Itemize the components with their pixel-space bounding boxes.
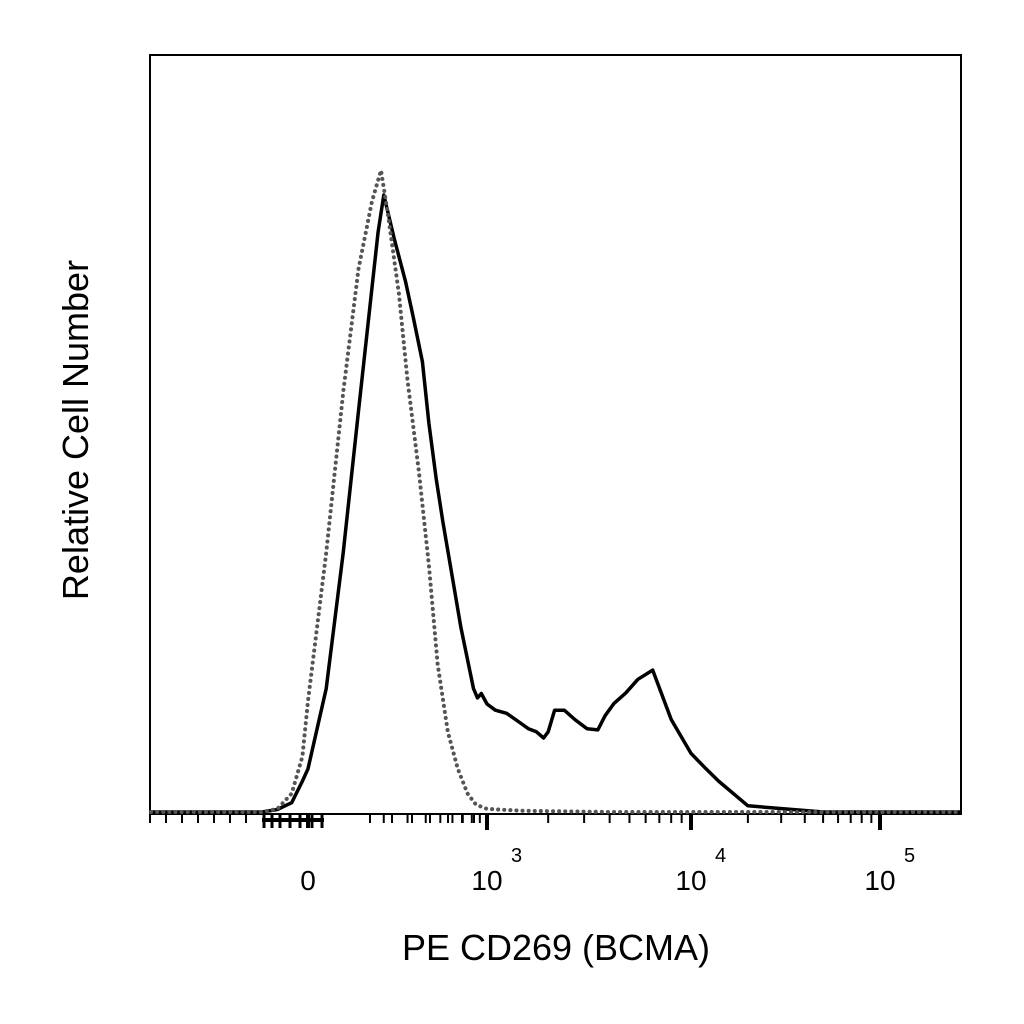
x-minor-ticks (149, 814, 873, 823)
x-tick-exponent: 4 (715, 845, 726, 867)
x-tick-label: 10 (471, 865, 502, 896)
x-tick-label: 10 (675, 865, 706, 896)
x-major-ticks (306, 814, 882, 830)
series-line-dotted (149, 168, 962, 814)
series-line-solid (151, 193, 960, 814)
x-tick-exponent: 3 (511, 845, 522, 867)
x-negative-region-ticks (262, 814, 475, 828)
y-axis-label: Relative Cell Number (55, 260, 96, 600)
x-tick-label: 10 (864, 865, 895, 896)
x-tick-exponent: 5 (904, 845, 915, 867)
x-tick-label: 0 (300, 865, 316, 896)
x-axis-label: PE CD269 (BCMA) (402, 927, 710, 968)
plot-frame (149, 54, 962, 815)
x-tick-labels: 0 10 3 10 4 10 5 (300, 845, 915, 896)
series-group (149, 168, 962, 814)
